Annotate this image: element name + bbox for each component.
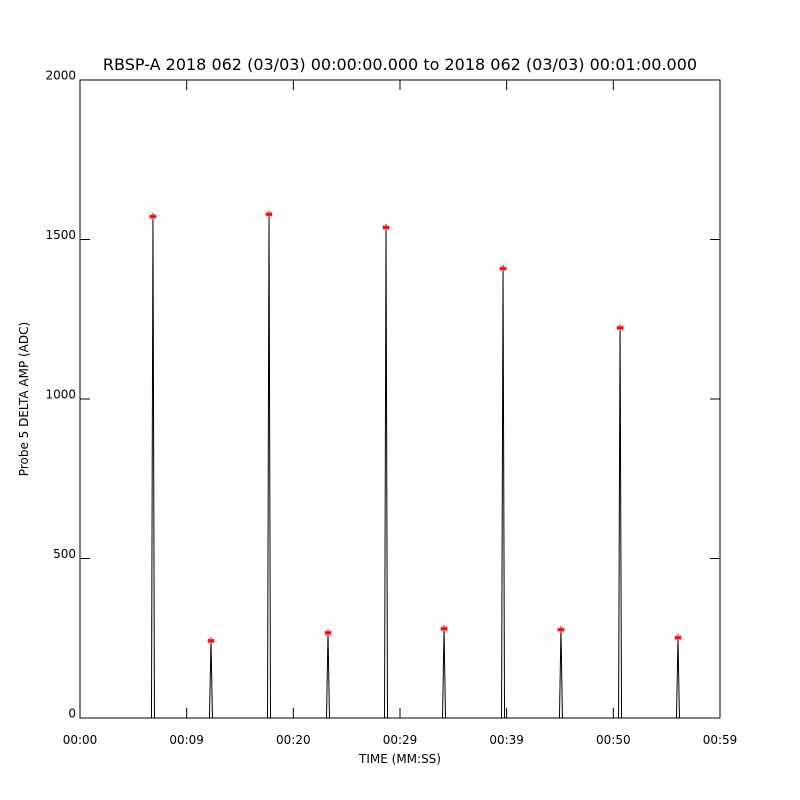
peak-marker [557, 626, 565, 634]
y-tick-label: 2000 [45, 69, 76, 83]
peak-marker [499, 265, 507, 273]
x-tick-label: 00:59 [703, 733, 738, 747]
peak-marker [674, 634, 682, 642]
peak-marker [440, 625, 448, 633]
y-tick-label: 500 [53, 547, 76, 561]
y-tick-label: 1000 [45, 388, 76, 402]
x-tick-label: 00:39 [489, 733, 524, 747]
x-tick-label: 00:09 [169, 733, 204, 747]
peak-marker [207, 637, 215, 645]
peak-marker [616, 324, 624, 332]
x-tick-label: 00:29 [383, 733, 418, 747]
peak-marker [324, 629, 332, 637]
peak-marker [265, 210, 273, 218]
chart-title: RBSP-A 2018 062 (03/03) 00:00:00.000 to … [103, 55, 697, 74]
x-tick-label: 00:50 [596, 733, 631, 747]
y-tick-label: 1500 [45, 228, 76, 242]
y-tick-label: 0 [68, 707, 76, 721]
x-tick-label: 00:20 [276, 733, 311, 747]
y-axis-label: Probe 5 DELTA AMP (ADC) [17, 322, 31, 476]
x-tick-label: 00:00 [63, 733, 98, 747]
peak-marker [382, 223, 390, 231]
x-axis-label: TIME (MM:SS) [358, 752, 441, 766]
peak-marker [149, 213, 157, 221]
